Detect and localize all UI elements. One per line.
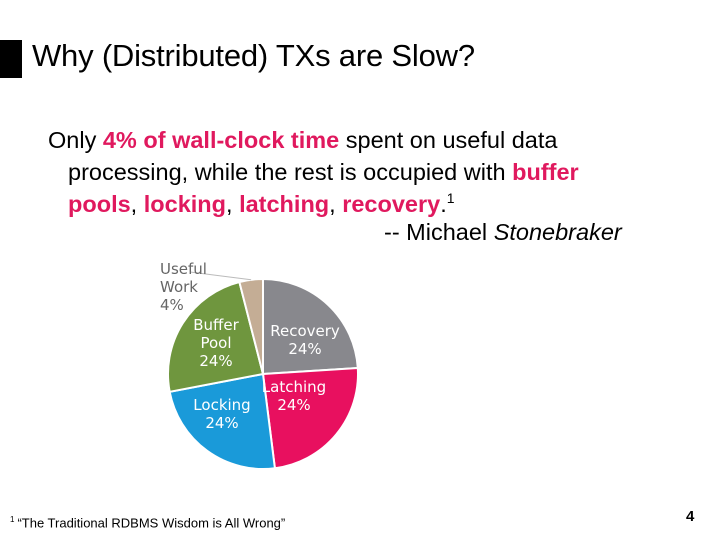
slice-value: 4% (160, 296, 184, 314)
highlight-wall-clock: 4% of wall-clock time (102, 127, 340, 153)
pie-slice-buffer-pool (167, 280, 265, 393)
slice-name: Buffer (193, 316, 239, 334)
footnote-mark: 1 (10, 515, 15, 524)
footnote-reference: 1 (446, 190, 455, 207)
quote-text: . (440, 191, 447, 217)
leader-line (189, 271, 252, 281)
highlight-locking: locking (143, 191, 226, 217)
pie-chart: Recovery 24% Latching 24% Locking 24% Buffer Po… (120, 250, 380, 476)
title-accent-bar (0, 40, 22, 78)
footnote: 1 “The Traditional RDBMS Wisdom is All Wr… (10, 515, 285, 530)
quote-text: Only (48, 127, 103, 153)
quote-text: , (226, 191, 240, 217)
page-number: 4 (686, 508, 695, 525)
slice-name: Recovery (270, 322, 340, 340)
slice-label-locking: Locking 24% (193, 396, 250, 432)
pie-slice-locking (168, 372, 277, 470)
slice-value: 24% (205, 414, 239, 432)
quote-text: , (329, 191, 343, 217)
quote-text: , (130, 191, 144, 217)
attribution: -- Michael Stonebraker (384, 219, 622, 246)
footnote-text: “The Traditional RDBMS Wisdom is All Wro… (17, 515, 286, 531)
slice-label-recovery: Recovery 24% (270, 322, 340, 358)
slice-label-latching: Latching 24% (262, 378, 326, 414)
slice-name: Useful (160, 260, 207, 278)
pie-chart-svg (167, 271, 359, 470)
slice-label-useful-work: Useful Work 4% (160, 260, 207, 314)
slide-title: Why (Distributed) TXs are Slow? (32, 38, 475, 73)
slice-name: Latching (261, 378, 327, 396)
slice-name: Pool (200, 334, 232, 352)
attribution-name: Stonebraker (493, 219, 622, 245)
highlight-latching: latching (239, 191, 330, 217)
highlight-recovery: recovery (342, 191, 441, 217)
quote-text: processing, while the rest is occupied w… (68, 159, 513, 185)
slice-value: 24% (199, 352, 233, 370)
slice-name: Locking (193, 396, 251, 414)
pie-slice-recovery (262, 277, 359, 376)
slice-value: 24% (288, 340, 322, 358)
quote-line-2: processing, while the rest is occupied w… (48, 156, 668, 188)
quote-line-1: Only 4% of wall-clock time spent on usef… (48, 124, 668, 156)
quote-text: spent on useful data (339, 127, 558, 153)
highlight-buffer: buffer (512, 159, 579, 185)
slice-label-buffer-pool: Buffer Pool 24% (193, 316, 239, 370)
slice-name: Work (160, 278, 198, 296)
pie-slice-latching (261, 366, 359, 470)
slice-value: 24% (277, 396, 311, 414)
quote-line-3: pools, locking, latching, recovery.1 (48, 188, 668, 220)
quote-paragraph: Only 4% of wall-clock time spent on usef… (48, 124, 668, 220)
highlight-pools: pools (68, 191, 131, 217)
attribution-prefix: -- Michael (384, 219, 494, 245)
